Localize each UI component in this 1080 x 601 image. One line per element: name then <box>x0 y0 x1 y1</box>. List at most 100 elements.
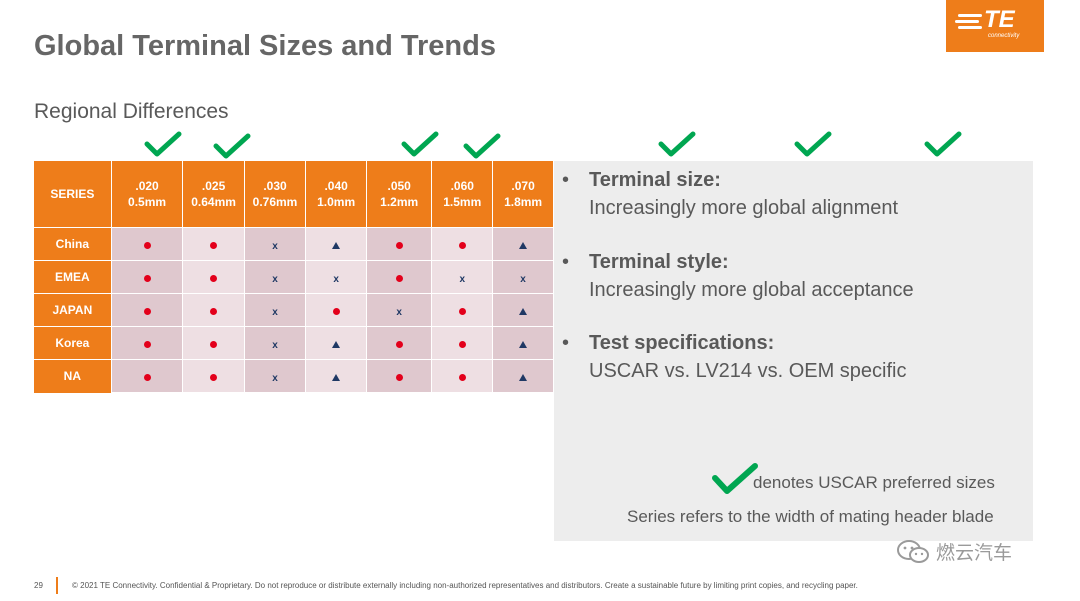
table-cell <box>182 227 245 261</box>
table-cell <box>110 359 184 393</box>
red-dot-icon <box>143 373 151 381</box>
table-cell <box>366 260 433 294</box>
table-cell <box>366 326 433 360</box>
table-cell <box>366 227 433 261</box>
table-cell: x <box>243 227 307 261</box>
table-cell: x <box>431 260 494 294</box>
x-mark-icon: x <box>272 306 278 318</box>
table-cell <box>492 359 554 393</box>
footer-divider <box>56 577 58 594</box>
triangle-icon <box>332 241 341 249</box>
column-inch: .070 <box>511 179 535 193</box>
table-cell <box>305 293 368 327</box>
red-dot-icon <box>458 241 466 249</box>
x-mark-icon: x <box>272 273 278 285</box>
check-icon <box>463 133 501 159</box>
bullet-icon: • <box>562 251 570 273</box>
region-label: JAPAN <box>34 293 112 327</box>
check-icon <box>712 463 758 494</box>
table-cell <box>305 326 368 360</box>
table-cell: x <box>243 260 307 294</box>
x-mark-icon: x <box>459 273 466 285</box>
column-header: .025 0.64mm <box>182 161 245 228</box>
bullet-text: Increasingly more global acceptance <box>589 279 914 301</box>
x-mark-icon: x <box>520 273 526 285</box>
x-mark-icon: x <box>396 306 402 318</box>
red-dot-icon <box>395 340 403 348</box>
column-inch: .060 <box>450 179 474 193</box>
bullet-text: USCAR vs. LV214 vs. OEM specific <box>589 360 907 382</box>
check-icon <box>658 131 696 157</box>
region-label: NA <box>34 359 112 393</box>
bullet-icon: • <box>562 169 570 191</box>
table-cell <box>431 359 494 393</box>
table-cell <box>182 260 245 294</box>
check-icon <box>213 133 251 159</box>
red-dot-icon <box>458 373 466 381</box>
column-header: .030 0.76mm <box>244 161 307 228</box>
table-cell <box>182 293 245 327</box>
red-dot-icon <box>210 340 218 348</box>
red-dot-icon <box>210 307 218 315</box>
table-cell: x <box>243 359 307 393</box>
red-dot-icon <box>143 340 151 348</box>
series-table-wrapper: SERIES .020 0.5mm .025 0.64mm .030 0.76mm .… <box>34 161 554 399</box>
column-header: .070 1.8mm <box>492 161 554 228</box>
red-dot-icon <box>458 307 466 315</box>
table-cell: x <box>243 326 307 360</box>
column-mm: 0.5mm <box>128 195 167 209</box>
column-inch: .040 <box>324 179 348 193</box>
column-mm: 1.8mm <box>504 195 543 209</box>
red-dot-icon <box>395 241 403 249</box>
table-body: China x EMEA x x x x JAPAN x x Korea x NA x <box>34 227 554 393</box>
red-dot-icon <box>395 274 403 282</box>
x-mark-icon: x <box>272 240 278 252</box>
column-inch: .030 <box>263 179 287 193</box>
column-inch: .050 <box>387 179 411 193</box>
red-dot-icon <box>143 274 151 282</box>
table-cell <box>492 326 554 360</box>
region-label: China <box>34 227 112 261</box>
table-row: JAPAN x x <box>34 293 554 327</box>
region-label: Korea <box>34 326 112 360</box>
logo-stripe <box>955 20 979 23</box>
table-cell <box>305 227 368 261</box>
region-label: EMEA <box>34 260 112 294</box>
series-header: SERIES <box>34 161 112 228</box>
x-mark-icon: x <box>272 339 278 351</box>
triangle-icon <box>519 241 528 249</box>
table-cell <box>431 326 494 360</box>
bullet-heading: Terminal style: <box>589 251 729 273</box>
check-icon <box>794 131 832 157</box>
logo-stripe <box>958 14 982 17</box>
summary-panel: • Terminal size: Increasingly more globa… <box>554 161 1033 541</box>
bullet-heading: Terminal size: <box>589 169 721 191</box>
table-cell <box>492 293 554 327</box>
triangle-icon <box>519 307 528 315</box>
column-mm: 1.2mm <box>380 195 419 209</box>
watermark-text: 燃云汽车 <box>936 543 1013 564</box>
table-row: NA x <box>34 359 554 393</box>
table-row: Korea x <box>34 326 554 360</box>
red-dot-icon <box>143 241 151 249</box>
triangle-icon <box>332 340 341 348</box>
red-dot-icon <box>210 373 218 381</box>
table-cell: x <box>492 260 554 294</box>
wechat-icon <box>897 540 929 563</box>
column-mm: 0.64mm <box>191 195 236 209</box>
check-icon <box>144 131 182 157</box>
red-dot-icon <box>395 373 403 381</box>
table-cell <box>110 293 184 327</box>
column-mm: 1.5mm <box>443 195 482 209</box>
table-header-row: SERIES .020 0.5mm .025 0.64mm .030 0.76mm .… <box>34 161 554 228</box>
bullet-text: Increasingly more global alignment <box>589 197 899 219</box>
table-cell <box>110 227 184 261</box>
column-mm: 0.76mm <box>252 195 298 209</box>
table-cell <box>366 359 433 393</box>
column-inch: .020 <box>135 179 159 193</box>
column-header: .050 1.2mm <box>366 161 433 228</box>
page-title: Global Terminal Sizes and Trends <box>34 30 496 62</box>
red-dot-icon <box>210 274 218 282</box>
triangle-icon <box>519 340 528 348</box>
red-dot-icon <box>332 307 340 315</box>
